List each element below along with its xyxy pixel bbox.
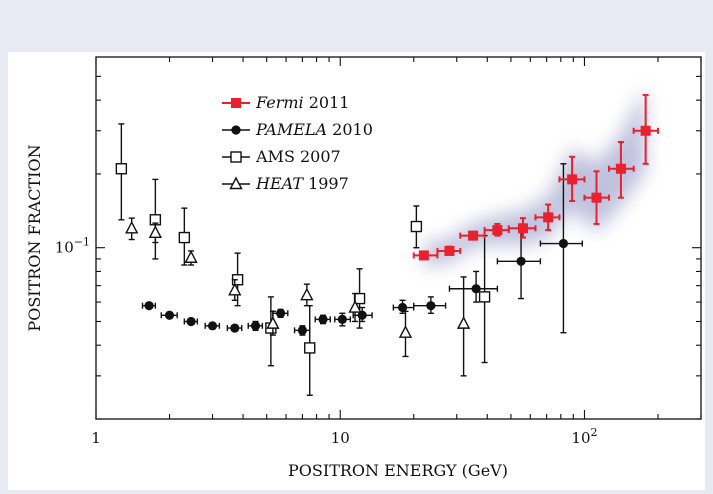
data-point bbox=[228, 282, 242, 296]
data-point bbox=[640, 125, 651, 136]
data-point bbox=[398, 325, 413, 338]
data-point bbox=[397, 302, 408, 313]
data-point bbox=[426, 301, 436, 311]
legend-label: Fermi 2011 bbox=[255, 93, 349, 112]
x-tick-label: 10 bbox=[331, 429, 350, 447]
legend-marker bbox=[230, 151, 242, 163]
model-band bbox=[423, 86, 646, 268]
data-point bbox=[591, 192, 602, 203]
data-point bbox=[125, 220, 139, 234]
data-point bbox=[492, 225, 503, 236]
data-point bbox=[178, 231, 191, 244]
y-tick-label: 10−1 bbox=[55, 236, 90, 257]
data-point bbox=[444, 245, 455, 256]
legend-label: PAMELA 2010 bbox=[255, 120, 373, 139]
data-point bbox=[567, 174, 578, 185]
data-point bbox=[230, 323, 240, 333]
data-point bbox=[164, 310, 175, 320]
data-point bbox=[357, 310, 367, 320]
data-point bbox=[418, 250, 429, 261]
data-point bbox=[148, 225, 163, 239]
data-point bbox=[184, 250, 198, 263]
data-point bbox=[516, 256, 526, 266]
data-point bbox=[348, 300, 362, 313]
data-point bbox=[300, 287, 314, 301]
data-point bbox=[250, 321, 261, 331]
data-point bbox=[318, 314, 328, 324]
x-tick-label: 1 bbox=[91, 429, 101, 447]
x-axis-title: POSITRON ENERGY (GeV) bbox=[288, 461, 508, 480]
series-1 bbox=[141, 163, 584, 336]
data-point bbox=[543, 212, 554, 223]
data-point bbox=[478, 291, 491, 303]
data-point bbox=[615, 163, 626, 174]
legend-label: AMS 2007 bbox=[255, 147, 341, 166]
x-tick-label: 102 bbox=[571, 426, 597, 447]
data-point bbox=[456, 316, 471, 329]
data-point bbox=[297, 325, 308, 335]
data-point bbox=[207, 321, 218, 331]
legend: Fermi 2011 PAMELA 2010 AMS 2007 HEAT 1997 bbox=[222, 93, 373, 193]
figure-panel bbox=[8, 52, 705, 490]
model-band-shape bbox=[423, 86, 646, 268]
data-point bbox=[468, 230, 479, 241]
plot-frame bbox=[95, 56, 702, 420]
data-point bbox=[304, 342, 316, 354]
data-point bbox=[144, 301, 154, 311]
data-point bbox=[558, 238, 569, 249]
legend-marker bbox=[229, 176, 243, 190]
data-point bbox=[410, 220, 423, 233]
data-point bbox=[471, 284, 481, 294]
y-axis-title: POSITRON FRACTION bbox=[25, 144, 44, 331]
data-point bbox=[276, 308, 286, 318]
legend-marker bbox=[231, 125, 241, 135]
legend-label: HEAT 1997 bbox=[255, 174, 349, 193]
data-points bbox=[115, 93, 659, 396]
series-3 bbox=[125, 217, 471, 377]
data-point bbox=[337, 314, 347, 324]
series-0 bbox=[412, 93, 659, 261]
data-point bbox=[186, 316, 196, 327]
data-point bbox=[517, 223, 528, 234]
legend-marker bbox=[231, 98, 241, 108]
axis-ticks: 1 10 102 10−1 bbox=[55, 57, 702, 447]
data-point bbox=[115, 163, 128, 175]
data-point bbox=[266, 316, 280, 329]
